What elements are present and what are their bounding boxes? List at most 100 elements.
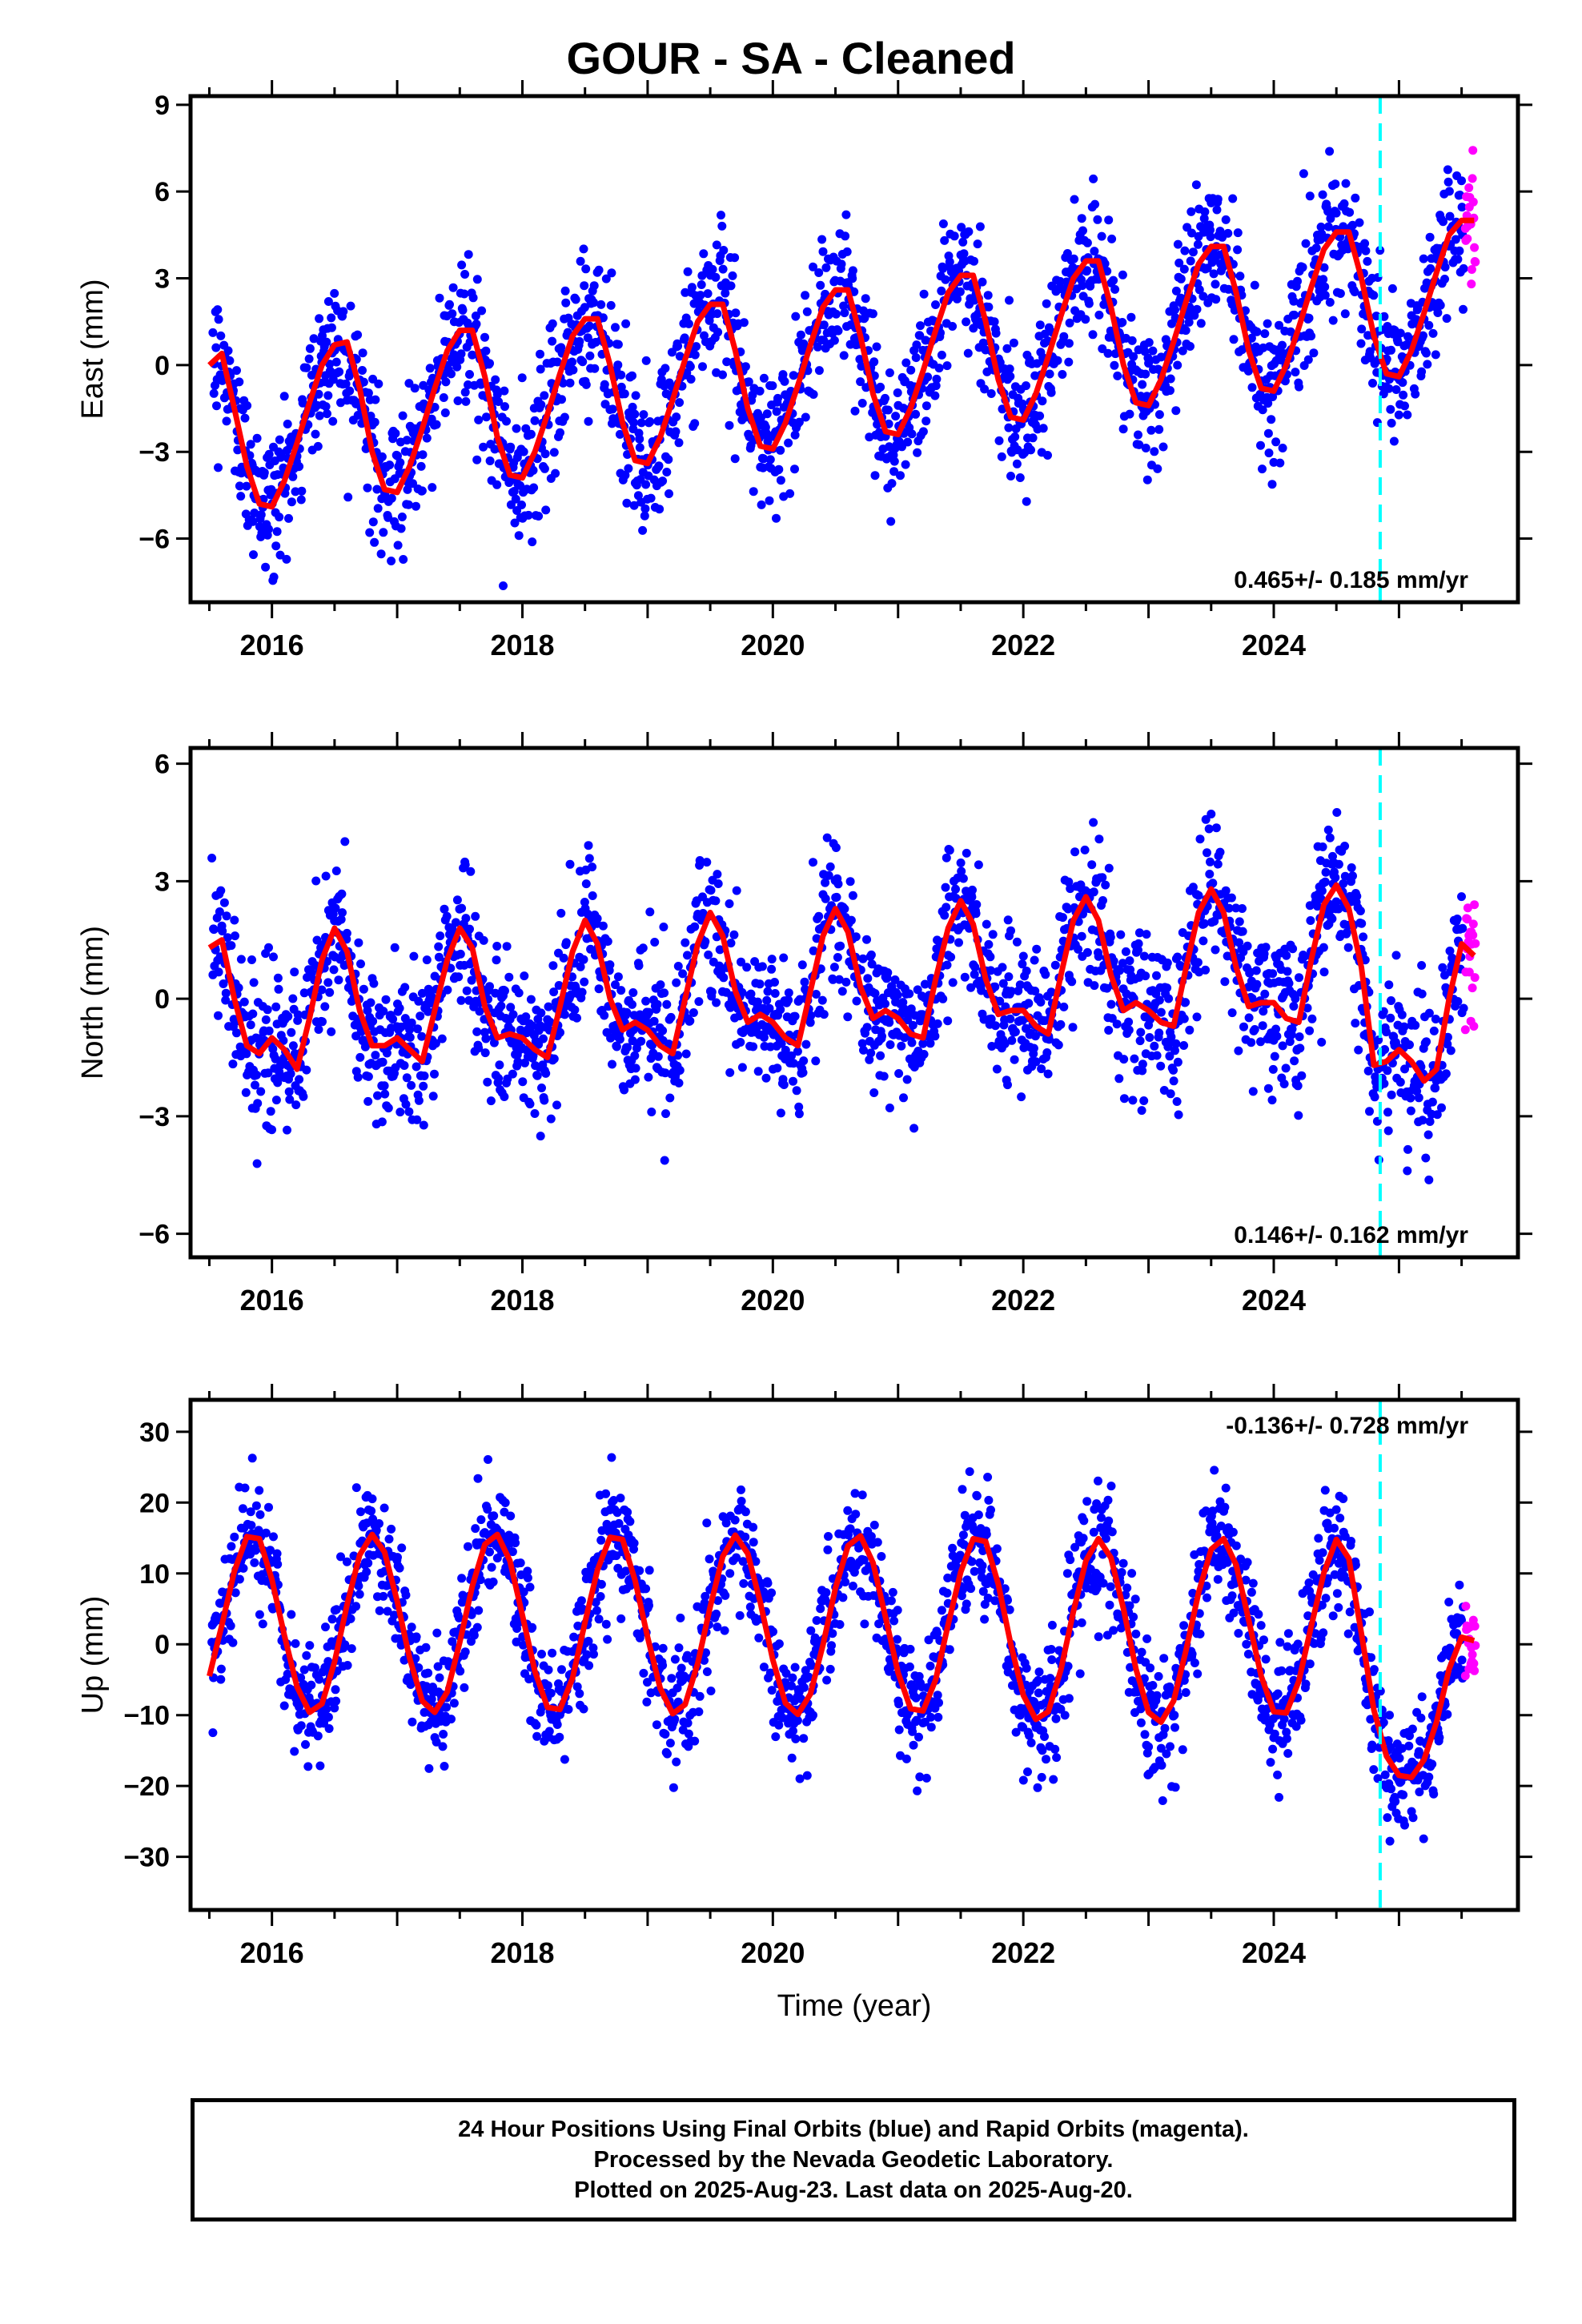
final-orbit-point [297, 486, 307, 496]
final-orbit-point [1102, 983, 1112, 993]
final-orbit-point [1399, 1022, 1409, 1031]
final-orbit-point [798, 1068, 808, 1077]
final-orbit-point [271, 1002, 281, 1011]
final-orbit-point [713, 870, 722, 879]
final-orbit-point [1275, 320, 1283, 330]
final-orbit-point [1247, 1038, 1256, 1047]
final-orbit-point [1010, 1027, 1020, 1036]
final-orbit-point [572, 1013, 581, 1023]
final-orbit-point [440, 408, 450, 417]
final-orbit-point [1178, 346, 1187, 356]
final-orbit-point [271, 541, 281, 551]
final-orbit-point [537, 1650, 546, 1659]
final-orbit-point [471, 312, 480, 320]
final-orbit-point [1371, 312, 1381, 321]
final-orbit-point [889, 467, 899, 476]
final-orbit-point [208, 1728, 218, 1738]
final-orbit-point [1166, 1089, 1175, 1099]
final-orbit-point [856, 377, 865, 387]
final-orbit-point [998, 963, 1007, 972]
final-orbit-point [261, 1528, 271, 1538]
final-orbit-point [1115, 966, 1124, 975]
final-orbit-point [1012, 459, 1022, 468]
final-orbit-point [528, 465, 538, 475]
final-orbit-point [442, 911, 452, 921]
final-orbit-point [893, 388, 902, 397]
final-orbit-point [1154, 410, 1164, 420]
final-orbit-point [1451, 235, 1460, 244]
final-orbit-point [247, 1454, 257, 1463]
final-orbit-point [876, 1051, 885, 1060]
final-orbit-point [370, 537, 379, 547]
final-orbit-point [811, 1056, 821, 1066]
final-orbit-point [680, 333, 689, 343]
final-orbit-point [540, 449, 550, 459]
final-orbit-point [255, 1486, 264, 1495]
final-orbit-point [231, 1588, 240, 1598]
final-orbit-point [1328, 851, 1337, 861]
final-orbit-point [432, 1628, 442, 1638]
final-orbit-point [253, 1099, 263, 1108]
final-orbit-point [1405, 1040, 1414, 1050]
final-orbit-point [789, 371, 798, 380]
rapid-orbit-point [1463, 915, 1472, 924]
final-orbit-point [1318, 842, 1327, 851]
final-orbit-point [1285, 1037, 1295, 1047]
final-orbit-point [239, 1563, 248, 1573]
final-orbit-point [432, 420, 441, 429]
final-orbit-point [421, 1642, 431, 1652]
final-orbit-point [916, 321, 925, 331]
final-orbit-point [382, 1048, 391, 1058]
final-orbit-point [307, 1680, 316, 1690]
final-orbit-point [739, 318, 749, 328]
final-orbit-point [323, 297, 333, 306]
final-orbit-point [960, 972, 970, 982]
final-orbit-point [1340, 309, 1350, 319]
final-orbit-point [1389, 436, 1399, 446]
final-orbit-point [273, 1559, 283, 1569]
final-orbit-point [366, 412, 375, 420]
final-orbit-point [510, 518, 520, 528]
final-orbit-point [479, 442, 488, 452]
final-orbit-point [685, 362, 695, 372]
final-orbit-point [460, 270, 470, 279]
final-orbit-point [397, 513, 407, 521]
final-orbit-point [456, 349, 466, 359]
final-orbit-point [528, 1051, 538, 1060]
final-orbit-point [942, 361, 952, 371]
final-orbit-point [460, 1683, 469, 1692]
final-orbit-point [630, 1075, 640, 1084]
final-orbit-point [251, 1501, 261, 1510]
final-orbit-point [1384, 384, 1394, 393]
final-orbit-point [491, 988, 500, 998]
final-orbit-point [335, 367, 344, 376]
final-orbit-point [1268, 969, 1278, 979]
final-orbit-point [1093, 215, 1102, 224]
final-orbit-point [1386, 404, 1395, 414]
final-orbit-point [840, 308, 849, 318]
final-orbit-point [901, 358, 911, 368]
final-orbit-point [1459, 263, 1468, 273]
final-orbit-point [971, 909, 981, 919]
final-orbit-point [998, 979, 1008, 988]
final-orbit-point [1365, 1107, 1374, 1116]
final-orbit-point [641, 480, 651, 489]
final-orbit-point [821, 894, 830, 903]
final-orbit-point [536, 1132, 545, 1141]
final-orbit-point [528, 1021, 537, 1031]
final-orbit-point [1458, 923, 1468, 933]
final-orbit-point [1094, 951, 1103, 961]
final-orbit-point [1250, 1025, 1259, 1034]
final-orbit-point [321, 402, 331, 412]
final-orbit-point [1206, 225, 1215, 235]
final-orbit-point [315, 314, 324, 324]
final-orbit-point [298, 398, 307, 408]
final-orbit-point [1414, 1093, 1423, 1103]
final-orbit-point [654, 461, 664, 471]
final-orbit-point [1173, 1057, 1182, 1067]
final-orbit-point [1320, 877, 1330, 887]
final-orbit-point [1383, 1108, 1392, 1117]
final-orbit-point [566, 990, 576, 999]
final-orbit-point [606, 300, 616, 310]
final-orbit-point [580, 898, 589, 907]
